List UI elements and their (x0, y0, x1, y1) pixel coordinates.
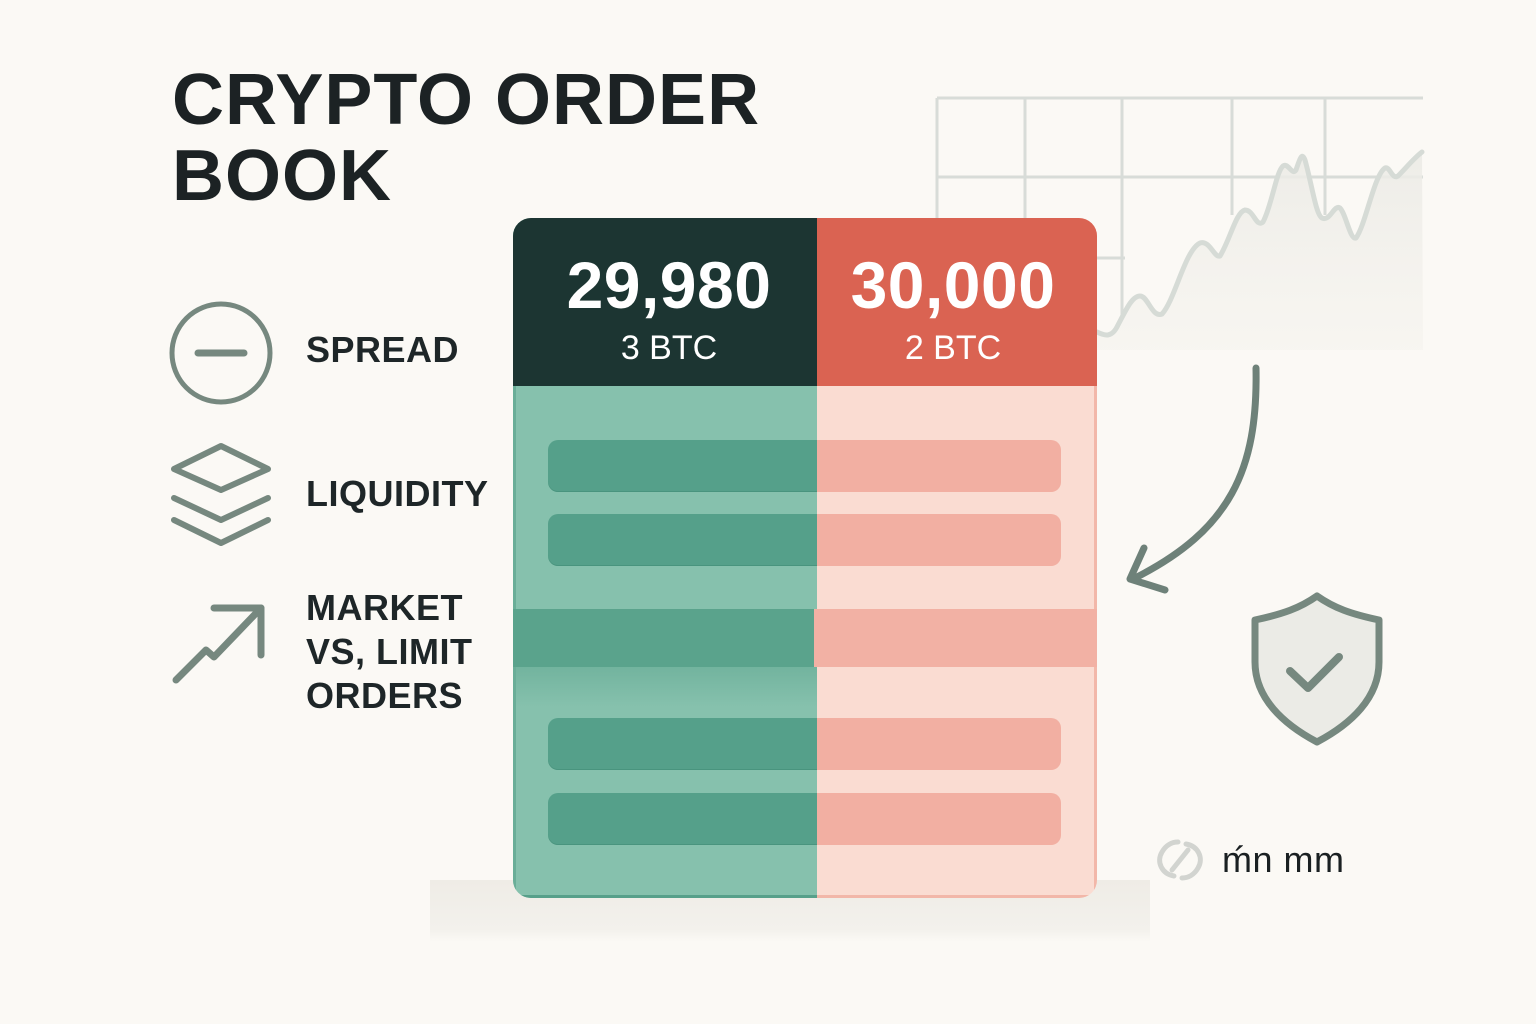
ask-row[interactable] (817, 718, 1061, 770)
best-bid-price: 29,980 (566, 248, 772, 322)
best-bid-quantity: 3 BTC (620, 329, 718, 367)
sync-icon (1157, 839, 1203, 881)
order-book-card: 29,980 3 BTC 30,000 2 BTC (513, 218, 1097, 898)
footer-badge: ḿn mm (1152, 832, 1345, 888)
ask-row[interactable] (817, 440, 1061, 492)
title-line-2: BOOK (172, 136, 392, 216)
shield-check-icon (1251, 592, 1383, 746)
title-line-1: CRYPTO ORDER (172, 60, 761, 140)
chart-line (1094, 149, 1425, 338)
bid-row[interactable] (548, 514, 817, 566)
ask-row[interactable] (817, 514, 1061, 566)
bid-row[interactable] (548, 718, 817, 770)
concept-label-line: ORDERS (306, 675, 464, 716)
concept-label-line: LIQUIDITY (306, 473, 489, 514)
bid-row[interactable] (548, 440, 817, 492)
curved-arrow-icon (1126, 364, 1260, 594)
concept-label-line: MARKET (306, 587, 463, 628)
page-title: CRYPTO ORDER BOOK (172, 62, 872, 214)
ask-row[interactable] (817, 793, 1061, 845)
layers-icon (171, 443, 271, 546)
chart-area (1097, 152, 1423, 350)
bid-band-fade (516, 667, 817, 707)
best-ask-price: 30,000 (850, 248, 1056, 322)
trend-up-arrow-icon (172, 604, 265, 684)
best-ask-header[interactable]: 30,000 2 BTC (817, 218, 1097, 386)
ask-highlight-band (814, 609, 1097, 667)
concept-spread-label: SPREAD (306, 328, 459, 372)
concept-market-vs-limit-label: MARKET VS, LIMIT ORDERS (306, 586, 473, 718)
minus-circle-icon (169, 301, 273, 405)
concept-liquidity-label: LIQUIDITY (306, 472, 489, 516)
ask-side: 30,000 2 BTC (814, 218, 1097, 898)
bid-highlight-band (513, 609, 820, 667)
concept-label-line: VS, LIMIT (306, 631, 473, 672)
background-price-chart (935, 96, 1425, 350)
best-ask-quantity: 2 BTC (904, 329, 1002, 367)
footer-text: ḿn mm (1222, 839, 1345, 880)
bid-row[interactable] (548, 793, 817, 845)
concept-label-line: SPREAD (306, 329, 460, 370)
best-bid-header[interactable]: 29,980 3 BTC (513, 218, 817, 386)
bid-side: 29,980 3 BTC (513, 218, 820, 898)
